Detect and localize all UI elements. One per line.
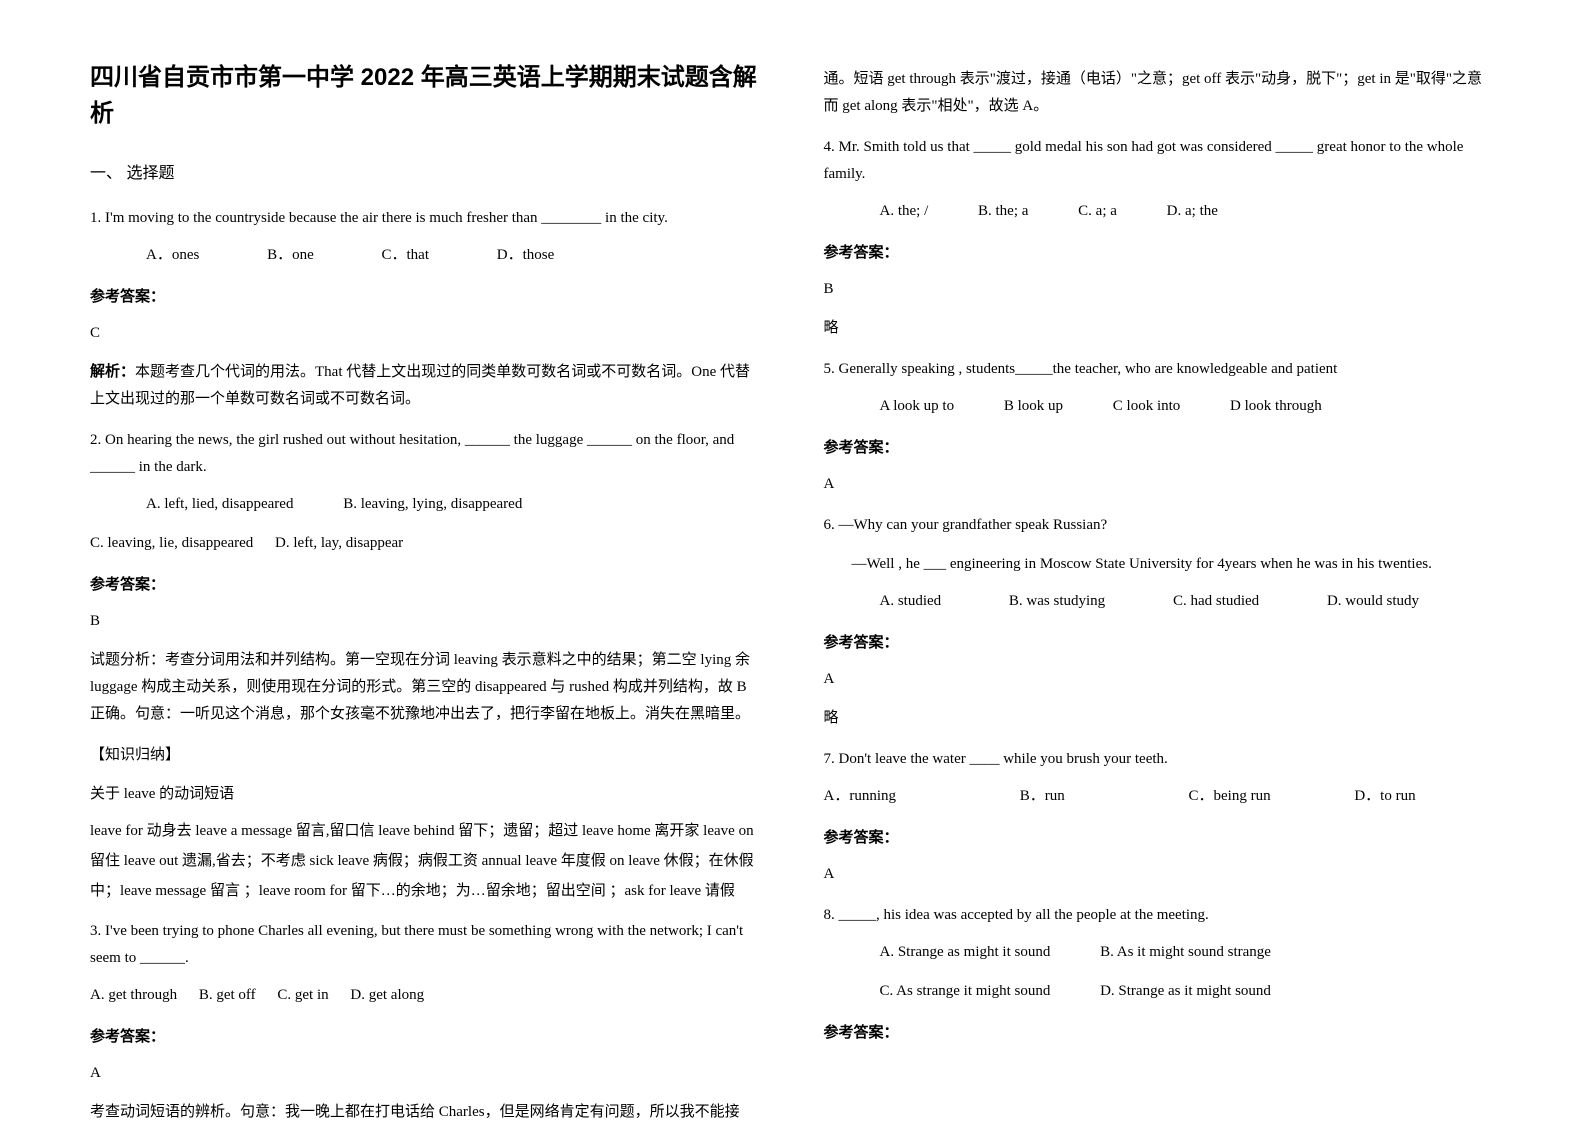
q1-explanation: 解析：本题考查几个代词的用法。That 代替上文出现过的同类单数可数名词或不可数… [90, 359, 764, 413]
q3-answer-label: 参考答案： [90, 1023, 764, 1050]
q1-answer: C [90, 320, 764, 347]
q2-optA: A. left, lied, disappeared [118, 491, 293, 518]
q3-optD: D. get along [350, 982, 424, 1009]
q7-stem: 7. Don't leave the water ____ while you … [824, 746, 1498, 773]
q3-answer: A [90, 1060, 764, 1087]
q1-answer-label: 参考答案： [90, 283, 764, 310]
q1-optB: B．one [239, 242, 314, 269]
section-header: 一、 选择题 [90, 160, 764, 189]
q5-optA: A look up to [852, 393, 955, 420]
q2-answer: B [90, 608, 764, 635]
q5-options: A look up to B look up C look into D loo… [824, 393, 1498, 420]
q5-optB: B look up [976, 393, 1063, 420]
q7-optC: C．being run [1189, 783, 1271, 810]
q3-optC: C. get in [277, 982, 328, 1009]
q8-optC: C. As strange it might sound [852, 978, 1051, 1005]
q7-answer-label: 参考答案： [824, 824, 1498, 851]
q2-options-row2: C. leaving, lie, disappeared D. left, la… [90, 530, 764, 557]
q4-note: 略 [824, 315, 1498, 342]
q8-stem: 8. _____, his idea was accepted by all t… [824, 902, 1498, 929]
q8-optB: B. As it might sound strange [1072, 939, 1271, 966]
q5-answer-label: 参考答案： [824, 434, 1498, 461]
q2-note-body: leave for 动身去 leave a message 留言,留口信 lea… [90, 816, 764, 906]
q7-optA: A．running [824, 783, 897, 810]
q4-options: A. the; / B. the; a C. a; a D. a; the [824, 198, 1498, 225]
q2-answer-label: 参考答案： [90, 571, 764, 598]
q2-note-title: 【知识归纳】 [90, 742, 764, 769]
q2-note-sub: 关于 leave 的动词短语 [90, 781, 764, 808]
q3-optB: B. get off [199, 982, 256, 1009]
q2-explanation: 试题分析：考查分词用法和并列结构。第一空现在分词 leaving 表示意料之中的… [90, 647, 764, 728]
q8-optA: A. Strange as might it sound [852, 939, 1051, 966]
q2-optC: C. leaving, lie, disappeared [90, 530, 253, 557]
q4-answer-label: 参考答案： [824, 239, 1498, 266]
q7-answer: A [824, 861, 1498, 888]
q2-optD: D. left, lay, disappear [275, 530, 403, 557]
page-title: 四川省自贡市市第一中学 2022 年高三英语上学期期末试题含解析 [90, 60, 764, 132]
q1-stem: 1. I'm moving to the countryside because… [90, 205, 764, 232]
q4-answer: B [824, 276, 1498, 303]
q6-answer: A [824, 666, 1498, 693]
q2-options-row1: A. left, lied, disappeared B. leaving, l… [90, 491, 764, 518]
q5-optD: D look through [1202, 393, 1322, 420]
q1-options: A．ones B．one C．that D．those [90, 242, 764, 269]
q4-optA: A. the; / [852, 198, 929, 225]
q5-optC: C look into [1085, 393, 1181, 420]
q4-stem: 4. Mr. Smith told us that _____ gold med… [824, 134, 1498, 188]
q5-answer: A [824, 471, 1498, 498]
q1-expl-text: 本题考查几个代词的用法。That 代替上文出现过的同类单数可数名词或不可数名词。… [90, 364, 750, 407]
q7-options: A．running B．run C．being run D．to run [824, 783, 1498, 810]
q3-stem: 3. I've been trying to phone Charles all… [90, 918, 764, 972]
q6-optD: D. would study [1299, 588, 1419, 615]
q6-optB: B. was studying [981, 588, 1105, 615]
q6-note: 略 [824, 705, 1498, 732]
q4-optC: C. a; a [1050, 198, 1117, 225]
right-column: 通。短语 get through 表示"渡过，接通（电话）"之意；get off… [824, 60, 1498, 1062]
left-column: 四川省自贡市市第一中学 2022 年高三英语上学期期末试题含解析 一、 选择题 … [90, 60, 764, 1062]
q8-options-row2: C. As strange it might sound D. Strange … [824, 978, 1498, 1005]
q2-optB: B. leaving, lying, disappeared [315, 491, 522, 518]
q6-options: A. studied B. was studying C. had studie… [824, 588, 1498, 615]
q3-options: A. get through B. get off C. get in D. g… [90, 982, 764, 1009]
q5-stem: 5. Generally speaking , students_____the… [824, 356, 1498, 383]
q3-optA: A. get through [90, 982, 177, 1009]
q3-expl-p2: 通。短语 get through 表示"渡过，接通（电话）"之意；get off… [824, 66, 1498, 120]
q2-stem: 2. On hearing the news, the girl rushed … [90, 427, 764, 481]
q8-optD: D. Strange as it might sound [1072, 978, 1271, 1005]
q1-optA: A．ones [118, 242, 199, 269]
q4-optB: B. the; a [950, 198, 1028, 225]
q4-optD: D. a; the [1139, 198, 1218, 225]
q8-options-row1: A. Strange as might it sound B. As it mi… [824, 939, 1498, 966]
q6-optA: A. studied [852, 588, 942, 615]
q6-stem2: —Well , he ___ engineering in Moscow Sta… [824, 551, 1498, 578]
q1-optC: C．that [354, 242, 430, 269]
q7-optD: D．to run [1354, 783, 1415, 810]
q8-answer-label: 参考答案： [824, 1019, 1498, 1046]
q6-optC: C. had studied [1145, 588, 1259, 615]
q7-optB: B．run [1020, 783, 1065, 810]
q6-stem1: 6. —Why can your grandfather speak Russi… [824, 512, 1498, 539]
q1-optD: D．those [469, 242, 555, 269]
q6-answer-label: 参考答案： [824, 629, 1498, 656]
